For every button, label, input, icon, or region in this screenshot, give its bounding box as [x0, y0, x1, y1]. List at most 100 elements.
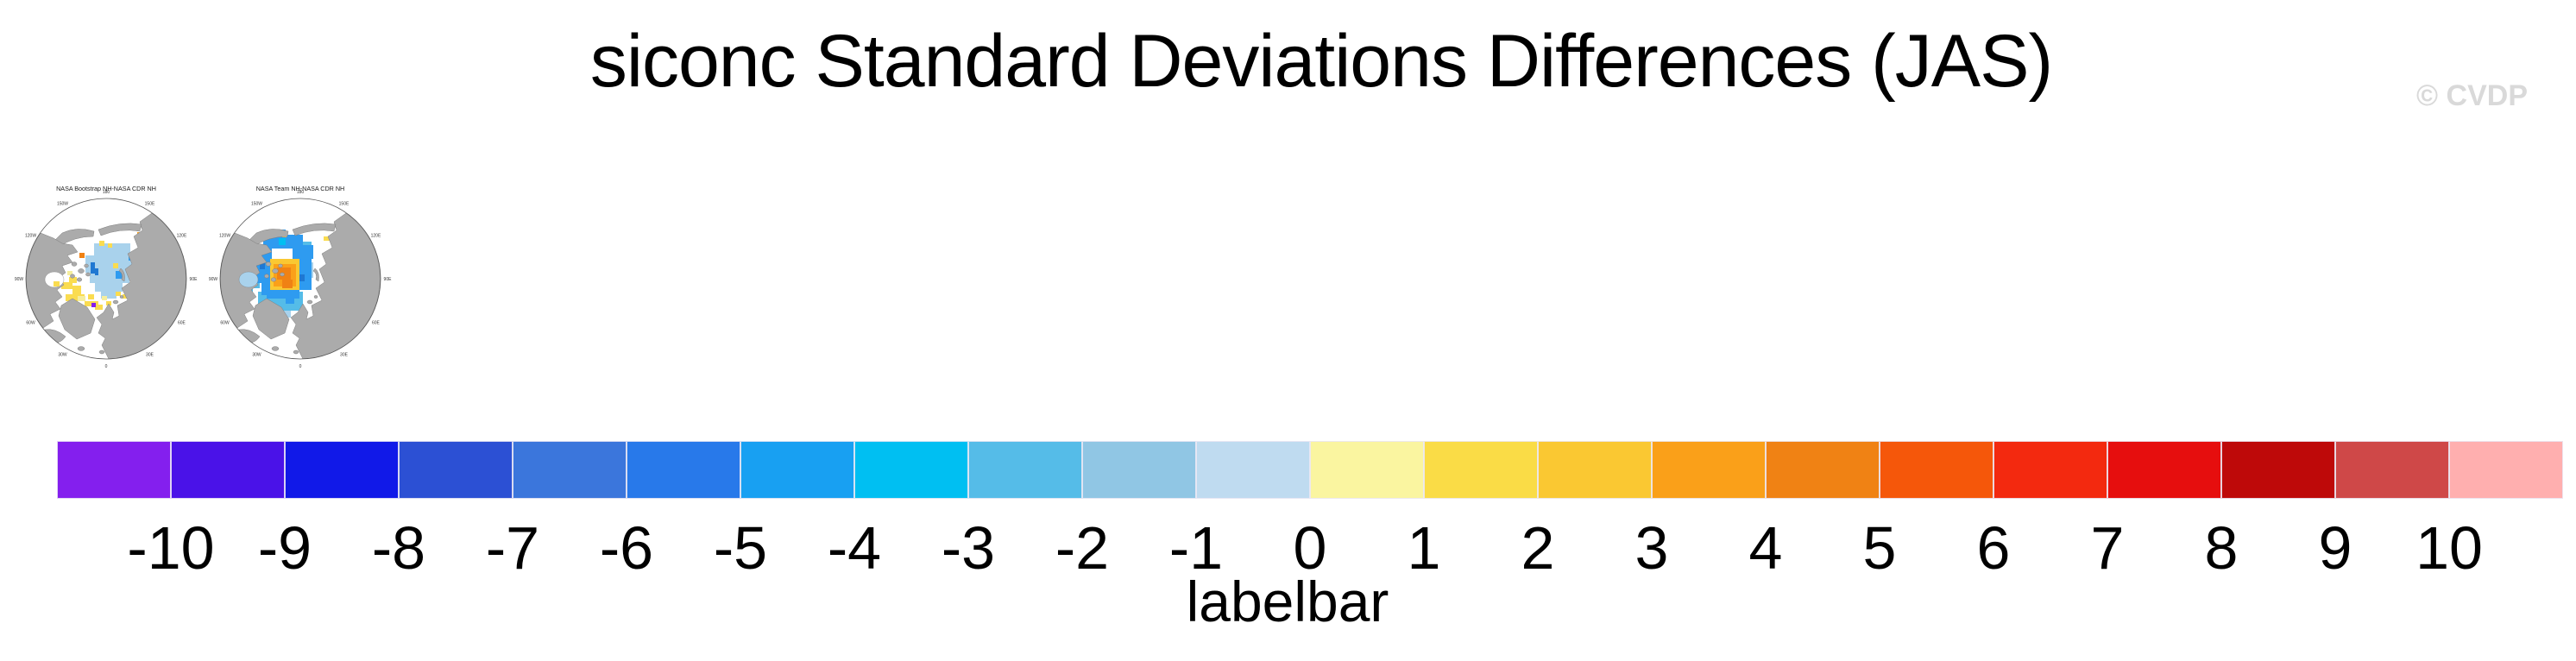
meridian-label-60W: 60W [220, 320, 230, 325]
meridian-label-120E: 120E [371, 233, 381, 238]
labelbar-block-10 [1196, 441, 1310, 499]
panel-title: NASA Team NH-NASA CDR NH [256, 185, 345, 192]
data-cell-deepblue [299, 274, 305, 281]
meridian-label-0: 0 [299, 364, 302, 369]
data-cell-lightblue [95, 283, 123, 292]
data-cell-cyan [279, 238, 286, 245]
meridian-label-150E: 150E [145, 201, 155, 206]
labelbar-block-5 [627, 441, 740, 499]
data-cell-yellow [72, 286, 81, 295]
labelbar-block-6 [740, 441, 854, 499]
labelbar-tick--2: -2 [1055, 514, 1110, 582]
labelbar-caption: labelbar [1186, 570, 1389, 633]
labelbar-block-14 [1652, 441, 1766, 499]
labelbar-block-3 [399, 441, 513, 499]
data-cell-yellow [88, 294, 94, 299]
labelbar-tick--6: -6 [599, 514, 654, 582]
labelbar-block-17 [1993, 441, 2107, 499]
meridian-label-150E: 150E [339, 201, 350, 206]
labelbar-tick--1: -1 [1168, 514, 1224, 582]
data-cell-paleyellow [102, 296, 107, 300]
meridian-label-60W: 60W [26, 320, 35, 325]
meridian-label-30W: 30W [252, 352, 261, 357]
meridian-label-150W: 150W [251, 201, 262, 206]
labelbar-tick-7: 7 [2090, 514, 2125, 582]
labelbar-tick--4: -4 [827, 514, 882, 582]
labelbar-block-20 [2335, 441, 2449, 499]
meridian-label-120W: 120W [219, 233, 230, 238]
meridian-label-180: 180 [297, 190, 305, 195]
meridian-label-180: 180 [103, 190, 110, 195]
meridian-label-120W: 120W [25, 233, 36, 238]
data-cell-deepblue [260, 261, 265, 269]
hudson-bay [238, 271, 259, 288]
labelbar-tick-2: 2 [1521, 514, 1555, 582]
data-cell-dodger [261, 283, 270, 295]
panel-title: NASA Bootstrap NH-NASA CDR NH [56, 185, 156, 192]
labelbar-block-13 [1538, 441, 1652, 499]
meridian-label-60E: 60E [372, 320, 381, 325]
labelbar-tick--7: -7 [485, 514, 540, 582]
data-cell-deepblue [91, 262, 95, 274]
labelbar-block-19 [2221, 441, 2335, 499]
data-cell-yellow [113, 263, 118, 268]
data-cell-darkorange [282, 280, 293, 288]
data-cell-yellow [69, 277, 77, 283]
meridian-label-90E: 90E [384, 277, 393, 282]
data-cell-purple [91, 303, 96, 307]
map-boundary-circle [25, 198, 187, 360]
labelbar-block-16 [1880, 441, 1993, 499]
meridian-label-30E: 30E [146, 352, 154, 357]
data-cell-yellow [66, 294, 85, 301]
labelbar-tick-10: 10 [2415, 514, 2483, 582]
data-cell-yellow [324, 236, 330, 241]
data-cell-deepblue [95, 268, 98, 275]
meridian-label-0: 0 [105, 364, 108, 369]
data-cell-lightblue [94, 243, 130, 255]
labelbar-tick-8: 8 [2204, 514, 2239, 582]
meridian-label-90E: 90E [190, 277, 198, 282]
labelbar-block-12 [1424, 441, 1538, 499]
labelbar-tick--8: -8 [371, 514, 426, 582]
labelbar-block-2 [285, 441, 399, 499]
data-cell-yellow [116, 292, 121, 296]
labelbar-tick-1: 1 [1407, 514, 1441, 582]
data-cell-yellow [123, 294, 128, 299]
data-cell-paleyellow [78, 296, 85, 301]
labelbar-block-11 [1310, 441, 1424, 499]
meridian-label-90W: 90W [209, 277, 218, 282]
labelbar-tick-9: 9 [2318, 514, 2352, 582]
meridian-label-90W: 90W [15, 277, 24, 282]
labelbar-block-9 [1082, 441, 1196, 499]
data-cell-yellow [108, 243, 112, 248]
labelbar-block-15 [1766, 441, 1880, 499]
data-cell-dodger [286, 297, 294, 304]
labelbar-colorbar [57, 441, 2563, 499]
meridian-label-60E: 60E [178, 320, 186, 325]
labelbar-tick--3: -3 [941, 514, 996, 582]
labelbar-block-8 [968, 441, 1082, 499]
labelbar-tick-4: 4 [1748, 514, 1783, 582]
data-cell-dodger [293, 245, 313, 259]
data-cell-yellow [61, 282, 72, 289]
data-cell-yellow [106, 301, 111, 305]
data-cell-lightblue [101, 292, 117, 299]
labelbar-tick--9: -9 [257, 514, 312, 582]
labelbar-tick-3: 3 [1634, 514, 1669, 582]
cvdp-watermark: © CVDP [2416, 79, 2528, 112]
labelbar-block-0 [57, 441, 171, 499]
labelbar-tick-5: 5 [1862, 514, 1897, 582]
labelbar-block-18 [2107, 441, 2221, 499]
data-cell-yellow [54, 281, 60, 286]
labelbar-tick-0: 0 [1293, 514, 1327, 582]
meridian-label-30W: 30W [58, 352, 67, 357]
meridian-label-120E: 120E [177, 233, 187, 238]
data-cell-dodger [116, 271, 123, 279]
data-cell-lightblue [282, 311, 291, 318]
map-boundary-circle [219, 198, 381, 360]
data-cell-yellow [99, 241, 104, 246]
figure-title: siconc Standard Deviations Differences (… [589, 20, 2053, 103]
